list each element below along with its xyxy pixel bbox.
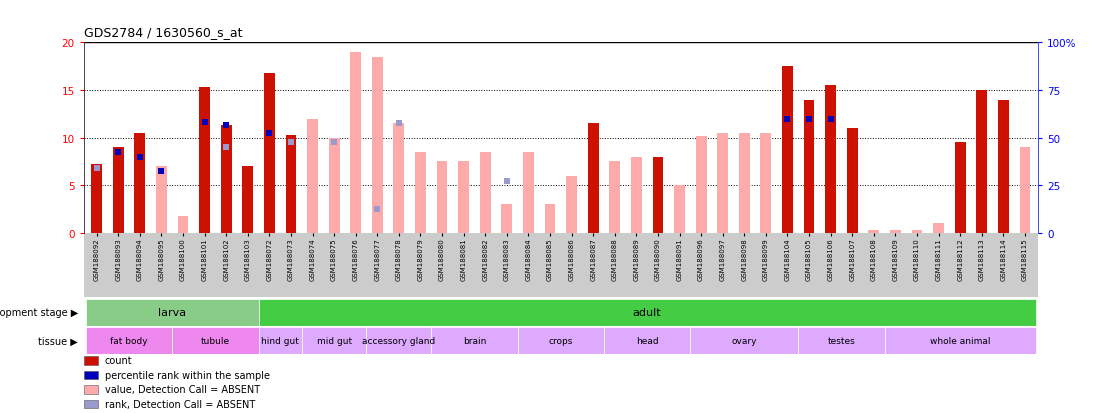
- Bar: [199, 88, 210, 233]
- Bar: [172, 328, 259, 354]
- Bar: [933, 224, 944, 233]
- Bar: [545, 205, 556, 233]
- Text: accessory gland: accessory gland: [363, 337, 435, 345]
- Bar: [804, 100, 815, 233]
- Text: crops: crops: [549, 337, 573, 345]
- Bar: [436, 162, 448, 233]
- Bar: [92, 165, 102, 233]
- Bar: [889, 230, 901, 233]
- Bar: [259, 299, 1036, 326]
- Bar: [221, 126, 232, 233]
- Text: count: count: [105, 356, 133, 366]
- Text: larva: larva: [158, 307, 186, 318]
- Bar: [588, 124, 598, 233]
- Text: fat body: fat body: [110, 337, 147, 345]
- Bar: [631, 157, 642, 233]
- Bar: [523, 152, 533, 233]
- Bar: [695, 136, 706, 233]
- Bar: [415, 152, 426, 233]
- Bar: [976, 91, 988, 233]
- Text: testes: testes: [828, 337, 855, 345]
- Bar: [825, 86, 836, 233]
- Bar: [86, 328, 172, 354]
- Bar: [286, 135, 297, 233]
- Bar: [394, 124, 404, 233]
- Text: tissue ▶: tissue ▶: [38, 336, 78, 346]
- Bar: [92, 169, 102, 233]
- Bar: [760, 134, 771, 233]
- Text: brain: brain: [463, 337, 487, 345]
- Bar: [366, 328, 431, 354]
- Bar: [372, 57, 383, 233]
- Text: rank, Detection Call = ABSENT: rank, Detection Call = ABSENT: [105, 399, 256, 409]
- Text: whole animal: whole animal: [930, 337, 990, 345]
- Text: tubule: tubule: [201, 337, 230, 345]
- Bar: [885, 328, 1036, 354]
- Bar: [782, 67, 792, 233]
- Text: development stage ▶: development stage ▶: [0, 307, 78, 318]
- Bar: [955, 143, 965, 233]
- Bar: [518, 328, 604, 354]
- Text: GDS2784 / 1630560_s_at: GDS2784 / 1630560_s_at: [84, 26, 242, 39]
- Bar: [653, 157, 663, 233]
- Bar: [847, 129, 857, 233]
- Bar: [868, 230, 879, 233]
- Bar: [912, 230, 923, 233]
- Bar: [459, 162, 469, 233]
- Bar: [259, 328, 301, 354]
- Bar: [350, 53, 362, 233]
- Bar: [307, 119, 318, 233]
- Bar: [242, 167, 253, 233]
- Bar: [329, 138, 339, 233]
- Bar: [177, 216, 189, 233]
- Text: adult: adult: [633, 307, 662, 318]
- Bar: [134, 134, 145, 233]
- Bar: [691, 328, 798, 354]
- Bar: [86, 299, 259, 326]
- Bar: [998, 100, 1009, 233]
- Bar: [674, 186, 685, 233]
- Bar: [798, 328, 885, 354]
- Bar: [301, 328, 366, 354]
- Bar: [113, 148, 124, 233]
- Bar: [718, 134, 728, 233]
- Bar: [739, 134, 750, 233]
- Text: mid gut: mid gut: [317, 337, 352, 345]
- Bar: [566, 176, 577, 233]
- Text: head: head: [636, 337, 658, 345]
- Bar: [264, 74, 275, 233]
- Bar: [604, 328, 691, 354]
- Bar: [501, 205, 512, 233]
- Text: percentile rank within the sample: percentile rank within the sample: [105, 370, 270, 380]
- Text: value, Detection Call = ABSENT: value, Detection Call = ABSENT: [105, 385, 260, 394]
- Text: hind gut: hind gut: [261, 337, 299, 345]
- Text: ovary: ovary: [731, 337, 757, 345]
- Bar: [431, 328, 518, 354]
- Bar: [1020, 148, 1030, 233]
- Bar: [156, 167, 166, 233]
- Bar: [480, 152, 491, 233]
- Bar: [609, 162, 620, 233]
